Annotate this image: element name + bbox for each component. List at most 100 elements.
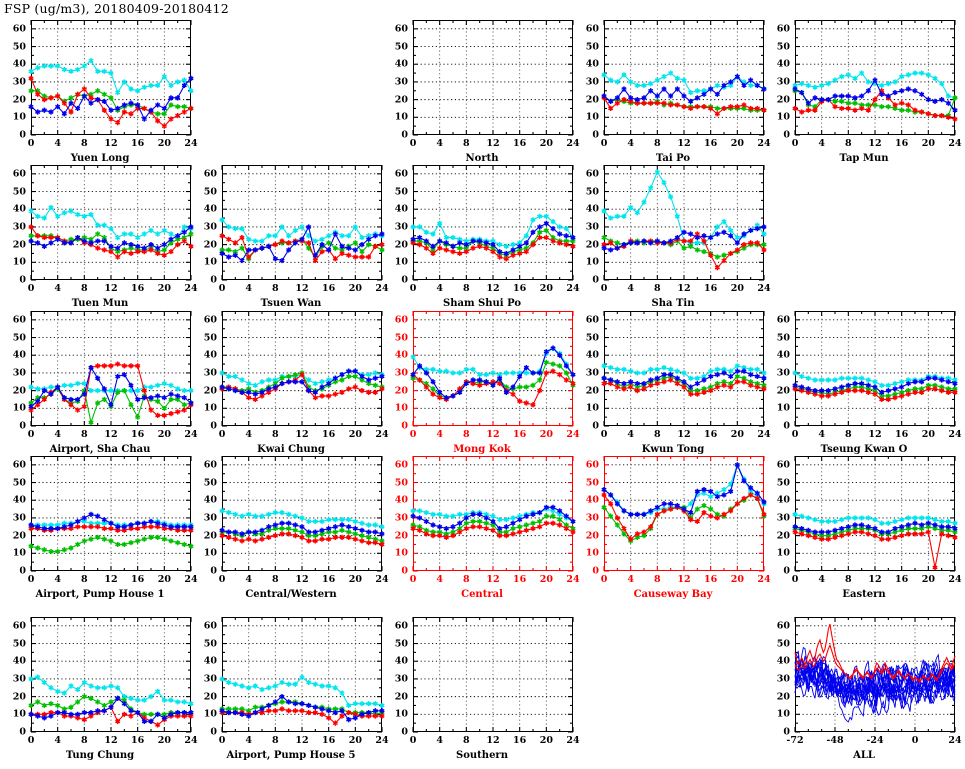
panel-title: Kwun Tong bbox=[641, 444, 705, 455]
y-tick-label: 0 bbox=[210, 420, 217, 432]
x-tick-label: 4 bbox=[54, 138, 61, 149]
y-tick-label: 50 bbox=[12, 186, 26, 198]
y-tick-label: 60 bbox=[394, 459, 408, 471]
x-tick-label: 0 bbox=[791, 574, 799, 585]
x-tick-label: 20 bbox=[539, 138, 553, 149]
x-tick-label: 16 bbox=[131, 429, 145, 440]
y-tick-label: 60 bbox=[203, 168, 217, 180]
x-tick-label: 4 bbox=[627, 574, 634, 585]
x-tick-label: 20 bbox=[539, 574, 553, 585]
x-tick-label: 24 bbox=[948, 138, 962, 149]
y-tick-label: 50 bbox=[776, 638, 790, 650]
series-markers-red bbox=[28, 75, 194, 129]
x-tick-label: 12 bbox=[677, 138, 691, 149]
x-tick-label: 12 bbox=[295, 574, 309, 585]
panel-title: Airport, Sha Chau bbox=[49, 444, 151, 455]
x-tick-label: 8 bbox=[845, 429, 852, 440]
x-tick-label: 8 bbox=[272, 429, 279, 440]
y-tick-label: 40 bbox=[394, 349, 408, 361]
y-tick-label: 30 bbox=[203, 673, 217, 685]
plot-canvas bbox=[410, 311, 576, 427]
x-tick-label: 24 bbox=[375, 574, 389, 585]
x-tick-label: 0 bbox=[409, 138, 417, 149]
y-tick-label: 0 bbox=[19, 420, 26, 432]
panel-title: Tseung Kwan O bbox=[820, 444, 908, 455]
y-tick-label: 40 bbox=[776, 58, 790, 70]
x-tick-label: 16 bbox=[322, 429, 336, 440]
plot-canvas bbox=[219, 456, 385, 572]
y-tick-label: 60 bbox=[12, 620, 26, 632]
y-tick-label: 0 bbox=[592, 420, 599, 432]
series-markers-blue bbox=[410, 220, 576, 257]
x-tick-label: 12 bbox=[104, 429, 118, 440]
series-markers-blue bbox=[28, 224, 194, 251]
x-tick-label: 4 bbox=[54, 429, 61, 440]
series-markers-blue bbox=[219, 368, 385, 397]
plot-canvas bbox=[28, 20, 194, 136]
y-tick-label: 30 bbox=[585, 512, 599, 524]
panel-kwun-tong: 0 10 20 30 40 50 60 0 4 8 12 16 20 24 Kwun Tong bbox=[573, 303, 773, 463]
x-tick-label: 0 bbox=[409, 283, 417, 294]
y-tick-label: 0 bbox=[210, 274, 217, 286]
y-tick-label: 10 bbox=[12, 708, 26, 720]
y-tick-label: 40 bbox=[585, 203, 599, 215]
panel-title: Tuen Mun bbox=[71, 298, 129, 309]
y-tick-label: 50 bbox=[394, 638, 408, 650]
x-tick-label: 4 bbox=[54, 574, 61, 585]
y-tick-label: 10 bbox=[203, 547, 217, 559]
y-tick-label: 50 bbox=[12, 638, 26, 650]
panel-yuen-long: 0 10 20 30 40 50 60 0 4 8 12 16 20 24 Yuen Long bbox=[0, 12, 200, 172]
panel-sham-shui-po: 0 10 20 30 40 50 60 0 4 8 12 16 20 24 Sham Shui Po bbox=[382, 157, 582, 317]
y-tick-label: 20 bbox=[203, 691, 217, 703]
y-tick-label: 0 bbox=[783, 565, 790, 577]
panel-airport-pump-house-5: 0 10 20 30 40 50 60 0 4 8 12 16 20 24 Airport, Pump Ho… bbox=[191, 609, 391, 769]
y-tick-label: 10 bbox=[203, 256, 217, 268]
y-tick-label: 40 bbox=[12, 58, 26, 70]
x-tick-label: 0 bbox=[27, 138, 35, 149]
x-tick-label: 24 bbox=[757, 138, 771, 149]
y-tick-label: 50 bbox=[203, 638, 217, 650]
x-tick-label: 8 bbox=[81, 574, 88, 585]
x-tick-label: 0 bbox=[409, 574, 417, 585]
y-tick-label: 20 bbox=[585, 239, 599, 251]
x-tick-label: 24 bbox=[184, 283, 198, 294]
x-tick-label: 12 bbox=[295, 429, 309, 440]
y-tick-label: 50 bbox=[585, 41, 599, 53]
y-tick-label: 40 bbox=[12, 203, 26, 215]
series-markers-blue bbox=[792, 520, 958, 535]
x-tick-label: 8 bbox=[272, 574, 279, 585]
plot-canvas bbox=[794, 617, 956, 733]
x-tick-label: 8 bbox=[272, 735, 279, 746]
x-tick-label: 8 bbox=[845, 574, 852, 585]
x-tick-label: 16 bbox=[895, 574, 909, 585]
y-tick-label: 0 bbox=[19, 565, 26, 577]
all-trace-red bbox=[794, 623, 956, 684]
panel-title: Tai Po bbox=[655, 153, 691, 164]
y-tick-label: 20 bbox=[12, 239, 26, 251]
x-tick-label: 8 bbox=[463, 574, 470, 585]
series-markers-cyan bbox=[219, 674, 385, 709]
x-tick-label: 12 bbox=[868, 429, 882, 440]
x-tick-label: 24 bbox=[184, 138, 198, 149]
y-tick-label: 30 bbox=[394, 367, 408, 379]
y-tick-label: 20 bbox=[394, 385, 408, 397]
y-tick-label: 40 bbox=[203, 349, 217, 361]
x-tick-label: 24 bbox=[948, 574, 962, 585]
x-tick-label: 0 bbox=[218, 574, 226, 585]
y-tick-label: 40 bbox=[585, 349, 599, 361]
x-tick-label: 12 bbox=[104, 138, 118, 149]
x-tick-label: 0 bbox=[911, 735, 919, 746]
x-tick-label: 24 bbox=[375, 283, 389, 294]
y-tick-label: 30 bbox=[776, 512, 790, 524]
series-markers-green bbox=[410, 513, 576, 537]
x-tick-label: 16 bbox=[131, 283, 145, 294]
plot-canvas bbox=[601, 165, 767, 281]
y-tick-label: 30 bbox=[585, 367, 599, 379]
panel-title: Central/Western bbox=[245, 589, 337, 600]
plot-canvas bbox=[219, 165, 385, 281]
y-tick-label: 10 bbox=[585, 111, 599, 123]
y-tick-label: 20 bbox=[776, 691, 790, 703]
y-tick-label: 50 bbox=[585, 186, 599, 198]
x-tick-label: 4 bbox=[436, 735, 443, 746]
y-tick-label: 40 bbox=[203, 203, 217, 215]
